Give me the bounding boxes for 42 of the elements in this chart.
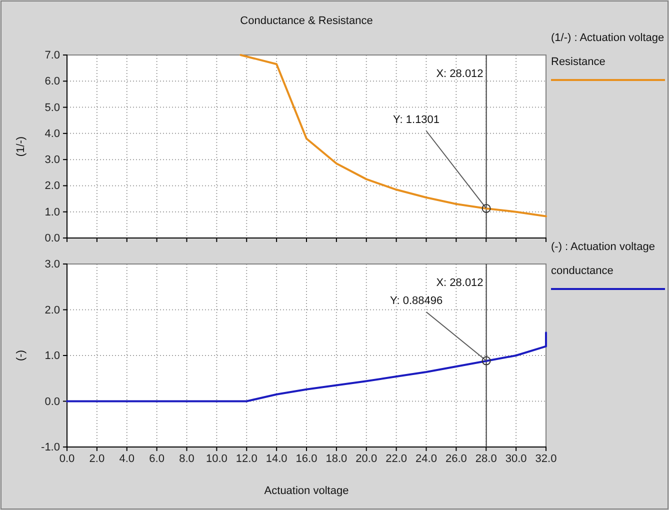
legend-title: (1/-) : Actuation voltage [551, 32, 664, 44]
x-tick-label: 16.0 [296, 452, 318, 465]
x-tick-label: 22.0 [386, 452, 408, 465]
y-tick-label: 6.0 [44, 76, 60, 88]
chart-title: Conductance & Resistance [240, 15, 373, 27]
y-tick-label: 5.0 [44, 102, 60, 114]
y-tick-label: 7.0 [44, 50, 60, 62]
y-tick-label: 0.0 [44, 232, 60, 245]
legend-title: (-) : Actuation voltage [551, 241, 655, 253]
x-tick-label: 28.0 [475, 452, 497, 465]
x-tick-label: 32.0 [535, 452, 557, 465]
ref-line-label: X: 28.012 [436, 68, 484, 80]
x-tick-label: 12.0 [236, 452, 258, 465]
x-tick-label: 4.0 [119, 452, 135, 465]
x-tick-label: 30.0 [505, 452, 527, 465]
x-tick-label: 20.0 [356, 452, 378, 465]
x-tick-label: 10.0 [206, 452, 228, 465]
y-tick-label: 4.0 [44, 128, 60, 140]
text: Resistance [551, 56, 606, 68]
y-tick-label: 3.0 [44, 154, 60, 166]
annotation: Y: 1.1301 [393, 114, 440, 126]
y-axis-title: (-) [15, 350, 27, 361]
y-tick-label: 1.0 [44, 350, 60, 362]
x-tick-label: 24.0 [416, 452, 437, 465]
y-tick-label: 2.0 [44, 180, 60, 192]
y-tick-label: 2.0 [44, 304, 60, 316]
x-tick-label: 18.0 [326, 452, 348, 465]
text: conductance [551, 265, 614, 277]
x-tick-label: 2.0 [89, 452, 105, 465]
y-tick-label: -1.0 [41, 442, 60, 454]
x-tick-label: 8.0 [179, 452, 194, 465]
x-tick-label: 26.0 [445, 452, 467, 465]
y-tick-label: 1.0 [44, 206, 60, 218]
x-tick-label: 6.0 [149, 452, 164, 465]
y-tick-label: 3.0 [44, 258, 60, 271]
y-tick-label: 0.0 [44, 396, 60, 408]
y-axis-title: (1/-) [15, 136, 27, 157]
ref-line-label: X: 28.012 [436, 277, 484, 289]
x-axis-title: Actuation voltage [264, 485, 349, 497]
annotation: Y: 0.88496 [390, 295, 443, 307]
x-tick-label: 0.0 [59, 452, 75, 465]
x-tick-label: 14.0 [266, 452, 288, 465]
